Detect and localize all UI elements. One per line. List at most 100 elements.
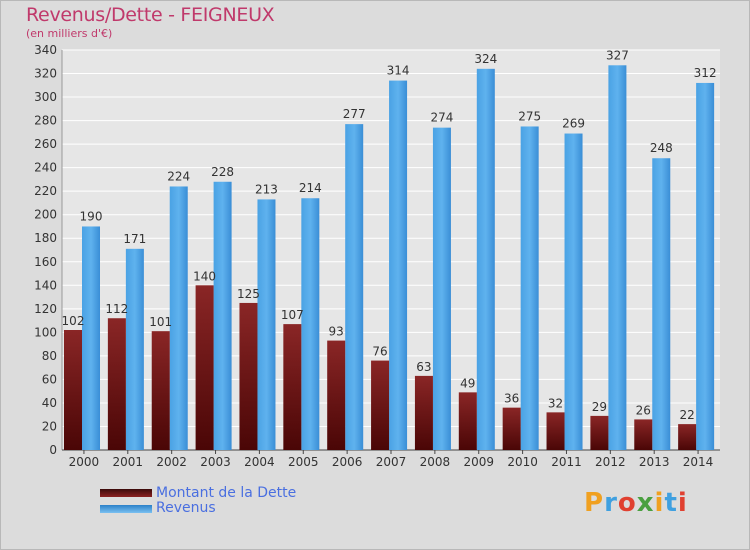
bar-dette: [107, 318, 126, 450]
x-tick-label: 2006: [332, 455, 363, 469]
data-label-revenus: 213: [255, 182, 278, 196]
y-tick-label: 120: [34, 302, 57, 316]
data-label-dette: 93: [329, 325, 344, 339]
data-label-dette: 125: [237, 287, 260, 301]
bar-dette: [239, 302, 258, 450]
data-label-revenus: 171: [123, 232, 146, 246]
bar-revenus: [169, 186, 188, 450]
x-tick-label: 2002: [156, 455, 187, 469]
data-label-revenus: 214: [299, 181, 322, 195]
bar-dette: [502, 407, 521, 450]
data-label-dette: 112: [105, 302, 128, 316]
data-label-revenus: 269: [562, 117, 585, 131]
x-tick-label: 2011: [551, 455, 582, 469]
bar-revenus: [257, 199, 276, 450]
data-label-dette: 76: [372, 345, 387, 359]
bar-dette: [546, 412, 565, 450]
y-tick-label: 220: [34, 184, 57, 198]
chart-title: Revenus/Dette - FEIGNEUX: [26, 4, 275, 26]
data-label-revenus: 324: [474, 52, 497, 66]
y-tick-label: 0: [49, 443, 57, 457]
bar-revenus: [125, 248, 144, 450]
x-tick-label: 2013: [639, 455, 670, 469]
chart-subtitle: (en milliers d'€): [26, 27, 113, 40]
y-tick-label: 20: [42, 419, 57, 433]
x-tick-label: 2003: [200, 455, 231, 469]
data-label-revenus: 312: [694, 66, 717, 80]
data-label-revenus: 327: [606, 48, 629, 62]
bar-dette: [634, 419, 653, 450]
data-label-revenus: 224: [167, 169, 190, 183]
y-tick-label: 60: [42, 372, 57, 386]
data-label-dette: 102: [62, 314, 85, 328]
y-tick-label: 320: [34, 67, 57, 81]
y-tick-label: 340: [34, 43, 57, 57]
data-label-revenus: 248: [650, 141, 673, 155]
bar-revenus: [82, 226, 100, 450]
bar-revenus: [432, 127, 451, 450]
legend-swatch-dette: [100, 489, 152, 497]
bar-dette: [458, 392, 477, 450]
bar-revenus: [696, 82, 715, 451]
y-tick-label: 300: [34, 90, 57, 104]
x-tick-label: 2009: [463, 455, 494, 469]
bar-dette: [283, 324, 302, 450]
bar-revenus: [476, 68, 495, 450]
y-tick-label: 80: [42, 349, 57, 363]
data-label-revenus: 190: [80, 209, 103, 223]
bar-revenus: [608, 65, 627, 450]
y-tick-label: 160: [34, 255, 57, 269]
bar-revenus: [301, 198, 320, 450]
y-tick-label: 200: [34, 208, 57, 222]
data-label-dette: 36: [504, 392, 519, 406]
x-tick-label: 2005: [288, 455, 319, 469]
data-label-dette: 107: [281, 308, 304, 322]
bar-revenus: [652, 158, 671, 450]
bar-revenus: [564, 133, 583, 450]
data-label-dette: 140: [193, 269, 216, 283]
data-label-dette: 29: [592, 400, 607, 414]
legend-label-dette: Montant de la Dette: [156, 485, 297, 501]
y-tick-label: 280: [34, 114, 57, 128]
x-tick-label: 2012: [595, 455, 626, 469]
data-label-dette: 101: [149, 315, 172, 329]
bar-dette: [414, 375, 433, 450]
bar-dette: [371, 360, 390, 450]
bar-dette: [590, 415, 609, 450]
x-tick-label: 2004: [244, 455, 275, 469]
y-tick-label: 180: [34, 231, 57, 245]
y-tick-label: 260: [34, 137, 57, 151]
data-label-dette: 26: [636, 403, 651, 417]
bar-revenus: [520, 126, 539, 451]
bar-dette: [327, 340, 346, 450]
x-tick-label: 2000: [69, 455, 100, 469]
data-label-revenus: 314: [387, 64, 410, 78]
data-label-revenus: 274: [430, 111, 453, 125]
x-tick-label: 2007: [376, 455, 407, 469]
data-label-dette: 22: [679, 408, 694, 422]
y-tick-label: 140: [34, 278, 57, 292]
bar-dette: [64, 330, 82, 450]
legend-swatch-revenus: [100, 505, 152, 513]
bar-dette: [678, 424, 697, 450]
data-label-dette: 32: [548, 396, 563, 410]
bar-revenus: [213, 181, 232, 450]
x-tick-label: 2001: [113, 455, 144, 469]
legend-label-revenus: Revenus: [156, 500, 216, 516]
data-label-revenus: 277: [343, 107, 366, 121]
data-label-revenus: 275: [518, 109, 541, 123]
bar-revenus: [345, 124, 364, 450]
x-tick-label: 2008: [420, 455, 451, 469]
bar-revenus: [389, 80, 408, 451]
x-tick-label: 2010: [507, 455, 538, 469]
data-label-revenus: 228: [211, 165, 234, 179]
y-tick-label: 40: [42, 396, 57, 410]
data-label-dette: 49: [460, 376, 475, 390]
y-tick-label: 100: [34, 325, 57, 339]
bar-dette: [151, 331, 170, 450]
proxiti-logo: Proxiti: [584, 488, 688, 518]
y-tick-label: 240: [34, 161, 57, 175]
x-tick-label: 2014: [683, 455, 714, 469]
data-label-dette: 63: [416, 360, 431, 374]
